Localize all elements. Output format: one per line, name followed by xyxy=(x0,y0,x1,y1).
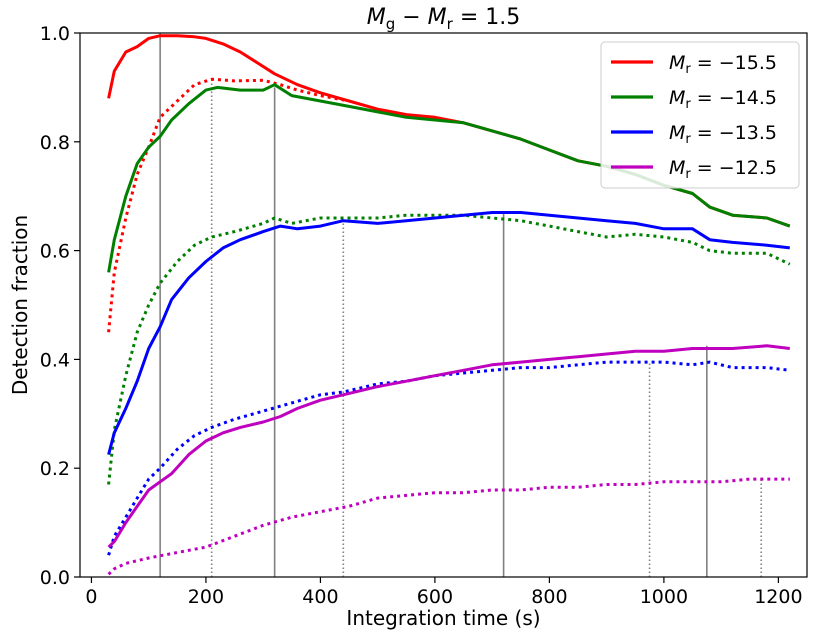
x-tick-label-1: 200 xyxy=(188,586,224,608)
x-tick-label-2: 400 xyxy=(302,586,338,608)
plot-frame xyxy=(79,32,808,578)
x-tick-label-6: 1200 xyxy=(754,586,802,608)
title-text: Mg − Mr = 1.5 xyxy=(367,5,521,33)
series-lines xyxy=(107,34,791,576)
series-line-4 xyxy=(107,211,790,455)
y-tick-label-0: 0.0 xyxy=(40,567,70,589)
legend: Mr = −15.5 Mr = −14.5 Mr = −13.5 Mr = −12.5 xyxy=(600,41,800,189)
x-axis-ticks: 0 200 400 600 800 1000 1200 xyxy=(85,577,803,608)
x-tick-label-4: 800 xyxy=(531,586,567,608)
series-line-6 xyxy=(107,344,790,549)
series-line-7 xyxy=(107,477,790,576)
x-tick-label-0: 0 xyxy=(85,586,97,608)
y-tick-label-5: 1.0 xyxy=(40,23,70,45)
series-line-5 xyxy=(107,360,790,556)
y-tick-label-3: 0.6 xyxy=(40,241,70,263)
y-tick-label-4: 0.8 xyxy=(40,132,70,154)
y-axis-label: Detection fraction xyxy=(8,215,32,395)
y-tick-label-1: 0.2 xyxy=(40,458,70,480)
x-tick-label-5: 1000 xyxy=(640,586,688,608)
vertical-marker-lines xyxy=(159,33,763,577)
legend-label-3: Mr = −12.5 xyxy=(669,157,777,182)
legend-label-2: Mr = −13.5 xyxy=(669,122,777,147)
series-line-3 xyxy=(107,213,791,485)
x-axis-label: Integration time (s) xyxy=(346,606,540,630)
chart-title: Mg − Mr = 1.5 xyxy=(367,5,521,33)
legend-label-1: Mr = −14.5 xyxy=(669,87,777,112)
x-tick-label-3: 600 xyxy=(417,586,453,608)
series-line-1 xyxy=(107,77,350,333)
y-axis-ticks: 0.0 0.2 0.4 0.6 0.8 1.0 xyxy=(40,23,80,589)
y-tick-label-2: 0.4 xyxy=(40,349,70,371)
legend-label-0: Mr = −15.5 xyxy=(669,52,777,77)
legend-box xyxy=(600,41,800,189)
